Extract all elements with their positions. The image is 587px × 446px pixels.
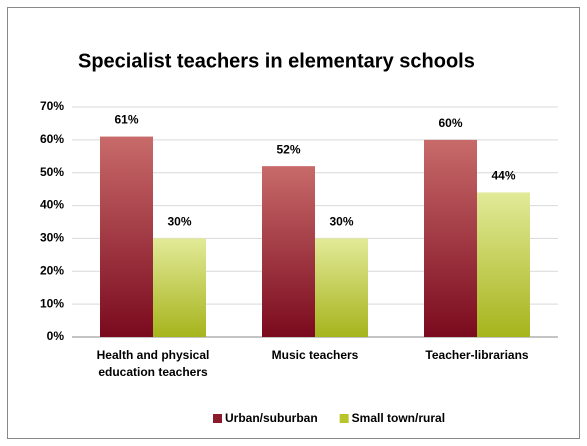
x-tick-label-box: Teacher-librarians	[425, 348, 529, 362]
data-label: 61%	[114, 113, 138, 127]
bar	[262, 166, 315, 337]
data-label: 30%	[329, 215, 353, 229]
legend-swatch	[339, 414, 349, 423]
y-tick-label: 0%	[47, 329, 65, 343]
legend-label: Urban/suburban	[225, 411, 318, 425]
legend-swatch	[213, 414, 222, 423]
x-tick-label: Music teachers	[271, 348, 359, 362]
x-tick-label: Health and physical education teachers	[96, 348, 210, 379]
x-tick-label-box: Music teachers	[271, 348, 359, 362]
y-tick-label: 50%	[40, 165, 64, 179]
data-label: 30%	[167, 215, 191, 229]
bar	[100, 136, 153, 337]
y-tick-label: 30%	[40, 231, 64, 245]
y-tick-label: 20%	[40, 263, 64, 277]
chart-title: Specialist teachers in elementary school…	[78, 50, 475, 72]
x-tick-label-box: Health and physical education teachers	[96, 348, 210, 379]
bar	[153, 238, 206, 337]
bar	[315, 238, 368, 337]
legend-label: Small town/rural	[352, 411, 445, 425]
x-tick-label: Teacher-librarians	[425, 348, 529, 362]
y-tick-label: 70%	[40, 99, 64, 113]
bar	[424, 139, 477, 337]
y-tick-label: 40%	[40, 198, 64, 212]
data-label: 44%	[491, 169, 515, 183]
bar	[477, 192, 530, 337]
data-label: 52%	[276, 142, 300, 156]
y-tick-label: 10%	[40, 296, 64, 310]
data-label: 60%	[438, 116, 462, 130]
y-tick-label: 60%	[40, 132, 64, 146]
